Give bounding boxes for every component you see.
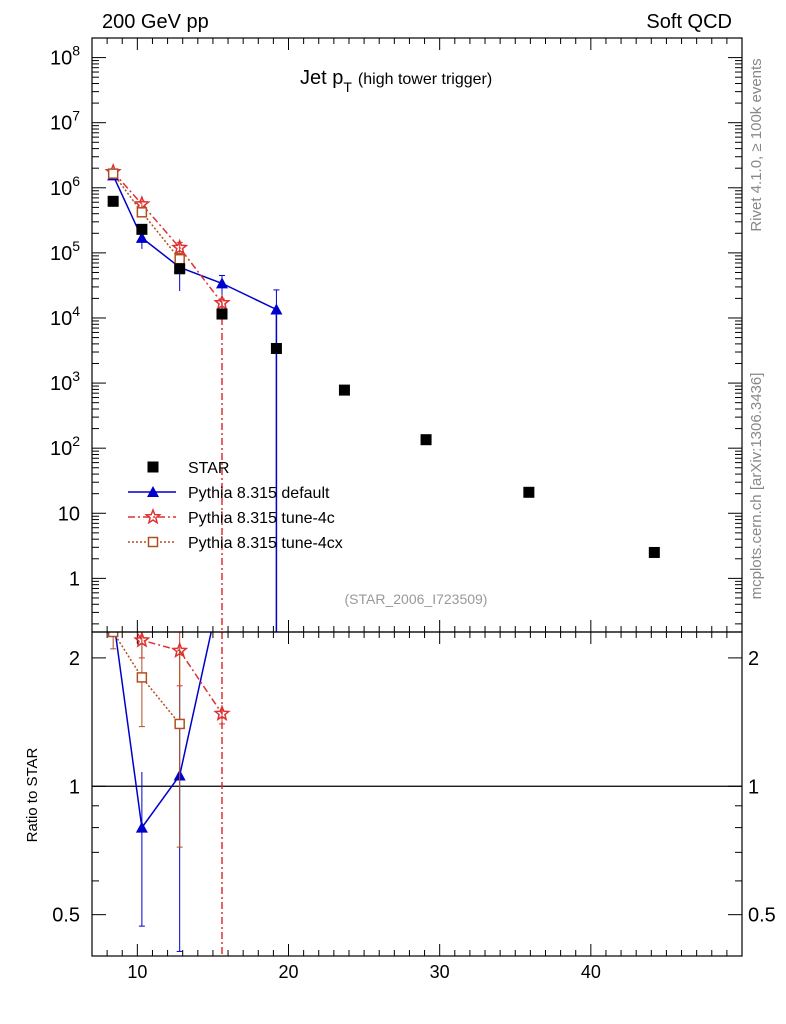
series-star: [104, 162, 231, 632]
data-marker-square: [136, 223, 148, 235]
plot-title-suffix: (high tower trigger): [358, 71, 492, 88]
legend-label: Pythia 8.315 default: [188, 485, 330, 502]
legend: STAR Pythia 8.315 default Pythia 8.315 tun…: [128, 460, 343, 552]
legend-entry: STAR: [147, 460, 229, 477]
data-marker-square: [338, 384, 350, 396]
mc-marker-triangle: [147, 486, 159, 497]
data-marker-square: [648, 546, 660, 558]
y-tick-exponent: 5: [72, 238, 80, 254]
mc-marker-star: [171, 238, 189, 256]
legend-label: STAR: [188, 460, 229, 477]
mc-marker-triangle: [135, 231, 148, 243]
y-tick-exponent: 4: [72, 303, 80, 319]
y-tick-label: 106: [50, 173, 80, 200]
y-tick-exponent: 8: [72, 43, 80, 59]
mc-marker-open-square: [147, 536, 159, 548]
mc-marker-open-square: [174, 718, 185, 730]
plot-title-main: Jet p: [300, 67, 343, 89]
series-open-square: [107, 168, 185, 266]
y-tick-base: 10: [50, 243, 72, 265]
y-tick-exponent: 2: [72, 433, 80, 449]
y-tick-label: 108: [50, 43, 80, 70]
source-reference-label: mcplots.cern.ch [arXiv:1306.3436]: [748, 373, 765, 600]
ratio-panel-frame: [91, 631, 743, 957]
main-panel-series: [104, 162, 660, 632]
mc-marker-open-square: [136, 672, 148, 683]
data-marker-square: [420, 434, 432, 446]
panel-frames: [91, 37, 743, 957]
y-tick-base: 10: [50, 48, 72, 70]
legend-entry: Pythia 8.315 default: [128, 485, 330, 502]
series-triangle: [107, 169, 283, 632]
mc-marker-open-square: [174, 253, 185, 265]
y-tick-label: 10: [58, 503, 80, 525]
y-tick-base: 10: [50, 308, 72, 330]
plot-title-sub: T: [343, 79, 352, 95]
mc-marker-open-square: [107, 168, 119, 179]
ratio-series-line: [135, 632, 223, 715]
legend-entry: Pythia 8.315 tune-4c: [128, 507, 335, 527]
ratio-tick-label-right: 2: [748, 648, 759, 670]
mc-marker-triangle: [135, 821, 148, 833]
legend-label: Pythia 8.315 tune-4c: [188, 510, 335, 527]
y-tick-label: 104: [50, 303, 80, 330]
ratio-series-triangle: [107, 611, 212, 952]
star-data-points: [107, 195, 660, 558]
mc-marker-triangle: [216, 277, 228, 289]
ratio-tick-label-right: 1: [748, 776, 759, 798]
y-tick-label: 103: [50, 368, 80, 395]
data-marker-square: [216, 308, 228, 320]
ratio-panel-series: [107, 589, 231, 956]
mc-marker-star: [213, 704, 231, 721]
x-tick-label: 30: [430, 962, 450, 982]
ratio-y-axis-label: Ratio to STAR: [24, 747, 41, 842]
series-line: [112, 171, 223, 304]
y-tick-label: 107: [50, 108, 80, 135]
y-tick-base: 10: [50, 113, 72, 135]
x-tick-label: 10: [127, 962, 147, 982]
legend-label: Pythia 8.315 tune-4cx: [188, 535, 343, 552]
plot-title: Jet pT (high tower trigger): [300, 67, 492, 95]
mc-marker-star: [107, 589, 120, 602]
data-marker-square: [523, 486, 535, 498]
x-tick-label: 40: [581, 962, 601, 982]
header-right: Soft QCD: [646, 11, 732, 33]
mc-marker-triangle: [270, 303, 283, 315]
mc-marker-open-square: [136, 207, 148, 218]
mc-marker-triangle: [107, 611, 119, 622]
data-marker-square: [107, 195, 119, 207]
y-tick-label: 105: [50, 238, 80, 265]
rivet-version-label: Rivet 4.1.0, ≥ 100k events: [748, 58, 765, 231]
ratio-tick-label-left: 2: [69, 648, 80, 670]
mc-marker-star: [144, 507, 162, 525]
legend-entry: Pythia 8.315 tune-4cx: [128, 535, 343, 552]
y-tick-base: 10: [50, 178, 72, 200]
ratio-tick-label-left: 0.5: [52, 905, 80, 927]
analysis-watermark: (STAR_2006_I723509): [345, 591, 488, 607]
y-tick-exponent: 3: [72, 368, 80, 384]
data-marker-square: [147, 461, 159, 473]
y-tick-label: 102: [50, 433, 80, 460]
ratio-axis-ticks: 10 20 30 40 0.5 0.5 1 1 2 2: [52, 648, 776, 982]
mc-marker-open-square: [107, 632, 119, 638]
data-marker-square: [270, 342, 282, 354]
ratio-tick-label-right: 0.5: [748, 905, 776, 927]
y-tick-base: 10: [50, 373, 72, 395]
data-marker-square: [174, 263, 186, 275]
y-tick-label: 1: [69, 568, 80, 590]
ratio-tick-label-left: 1: [69, 776, 80, 798]
y-tick-exponent: 7: [72, 108, 80, 124]
y-tick-base: 10: [50, 438, 72, 460]
ratio-series-open-square: [107, 632, 185, 848]
y-tick-exponent: 6: [72, 173, 80, 189]
x-tick-label: 20: [278, 962, 298, 982]
header-left: 200 GeV pp: [102, 11, 209, 33]
